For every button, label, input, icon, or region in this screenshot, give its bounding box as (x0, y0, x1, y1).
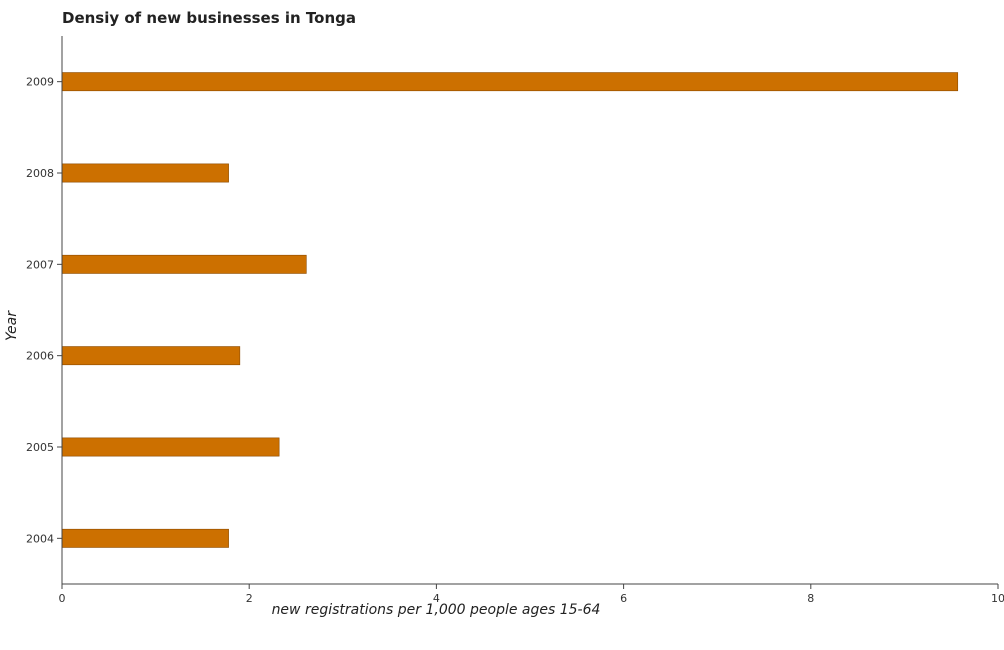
y-tick-label-2006: 2006 (26, 350, 54, 363)
x-tick-label-10: 10 (991, 592, 1004, 605)
x-tick-label-4: 4 (433, 592, 440, 605)
x-axis-label: new registrations per 1,000 people ages … (272, 602, 601, 618)
bar-2008 (61, 163, 229, 183)
bar-2005 (61, 437, 280, 457)
x-tick-label-2: 2 (246, 592, 253, 605)
x-tick-label-0: 0 (59, 592, 66, 605)
y-tick-label-2005: 2005 (26, 441, 54, 454)
chart-title: Densiy of new businesses in Tonga (62, 9, 357, 27)
bar-2004 (61, 528, 229, 548)
y-tick-label-2004: 2004 (26, 532, 54, 545)
bar-2006 (61, 346, 241, 366)
y-tick-label-2008: 2008 (26, 167, 54, 180)
y-tick-label-2009: 2009 (26, 76, 54, 89)
bar-2007 (61, 254, 307, 274)
x-tick-label-6: 6 (620, 592, 627, 605)
y-tick-label-2007: 2007 (26, 258, 54, 271)
bar-2009 (61, 72, 959, 92)
y-axis-label: Year (4, 310, 20, 341)
x-tick-label-8: 8 (807, 592, 814, 605)
